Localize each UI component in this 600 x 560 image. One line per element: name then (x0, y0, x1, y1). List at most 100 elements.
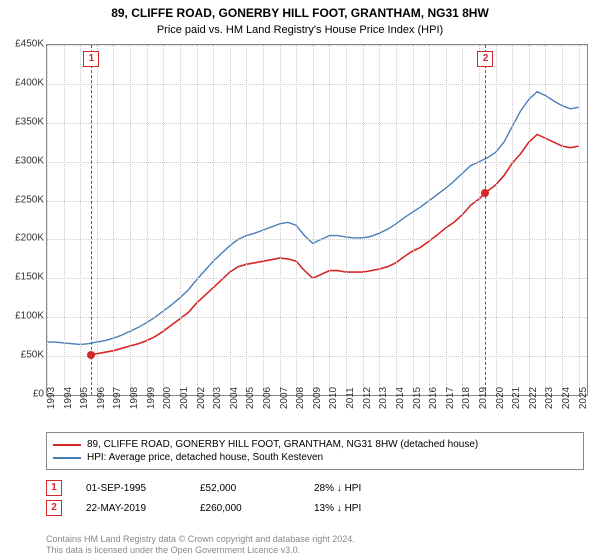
y-gridline (47, 317, 587, 318)
y-tick-label: £50K (21, 350, 44, 361)
x-gridline (97, 45, 98, 395)
x-gridline (479, 45, 480, 395)
legend-item-hpi: HPI: Average price, detached house, Sout… (53, 452, 577, 463)
x-tick-label: 2019 (478, 387, 489, 409)
legend-item-property: 89, CLIFFE ROAD, GONERBY HILL FOOT, GRAN… (53, 439, 577, 450)
x-gridline (80, 45, 81, 395)
x-tick-label: 2008 (295, 387, 306, 409)
data-delta-2: 13% ↓ HPI (314, 503, 404, 514)
x-gridline (180, 45, 181, 395)
x-gridline (329, 45, 330, 395)
x-gridline (462, 45, 463, 395)
marker-dot-1 (87, 351, 95, 359)
x-tick-label: 1994 (63, 387, 74, 409)
chart-title: 89, CLIFFE ROAD, GONERBY HILL FOOT, GRAN… (0, 0, 600, 22)
y-tick-label: £250K (15, 194, 44, 205)
marker-box-2: 2 (477, 51, 493, 67)
x-tick-label: 2006 (262, 387, 273, 409)
y-tick-label: £450K (15, 39, 44, 50)
x-gridline (230, 45, 231, 395)
x-tick-label: 2007 (279, 387, 290, 409)
y-tick-label: £100K (15, 311, 44, 322)
x-tick-label: 1997 (112, 387, 123, 409)
x-tick-label: 2022 (528, 387, 539, 409)
x-tick-label: 2004 (229, 387, 240, 409)
data-points-table: 1 01-SEP-1995 £52,000 28% ↓ HPI 2 22-MAY… (46, 476, 584, 520)
y-tick-label: £350K (15, 116, 44, 127)
data-marker-1: 1 (46, 480, 62, 496)
x-tick-label: 2002 (196, 387, 207, 409)
x-gridline (246, 45, 247, 395)
y-gridline (47, 239, 587, 240)
x-tick-label: 2017 (445, 387, 456, 409)
x-tick-label: 2009 (312, 387, 323, 409)
x-gridline (163, 45, 164, 395)
chart-subtitle: Price paid vs. HM Land Registry's House … (0, 22, 600, 40)
x-gridline (64, 45, 65, 395)
y-tick-label: £400K (15, 77, 44, 88)
x-gridline (296, 45, 297, 395)
data-price-2: £260,000 (200, 503, 290, 514)
data-row: 1 01-SEP-1995 £52,000 28% ↓ HPI (46, 480, 584, 496)
y-tick-label: £200K (15, 233, 44, 244)
footer-line-2: This data is licensed under the Open Gov… (46, 545, 355, 556)
plot-area: 12 (46, 44, 588, 396)
data-date-1: 01-SEP-1995 (86, 483, 176, 494)
x-gridline (429, 45, 430, 395)
x-gridline (413, 45, 414, 395)
x-gridline (379, 45, 380, 395)
x-tick-label: 2024 (561, 387, 572, 409)
x-gridline (263, 45, 264, 395)
x-gridline (363, 45, 364, 395)
x-tick-label: 2023 (544, 387, 555, 409)
x-gridline (280, 45, 281, 395)
x-gridline (47, 45, 48, 395)
x-tick-label: 2000 (162, 387, 173, 409)
y-tick-label: £0 (33, 389, 44, 400)
data-date-2: 22-MAY-2019 (86, 503, 176, 514)
x-gridline (545, 45, 546, 395)
x-tick-label: 1993 (46, 387, 57, 409)
x-gridline (529, 45, 530, 395)
footer-line-1: Contains HM Land Registry data © Crown c… (46, 534, 355, 545)
x-tick-label: 2014 (395, 387, 406, 409)
legend-swatch-property (53, 444, 81, 446)
data-delta-1: 28% ↓ HPI (314, 483, 404, 494)
x-tick-label: 2021 (511, 387, 522, 409)
y-gridline (47, 84, 587, 85)
x-tick-label: 2001 (179, 387, 190, 409)
legend-label-property: 89, CLIFFE ROAD, GONERBY HILL FOOT, GRAN… (87, 439, 478, 450)
x-gridline (346, 45, 347, 395)
y-gridline (47, 201, 587, 202)
x-tick-label: 2005 (245, 387, 256, 409)
x-gridline (496, 45, 497, 395)
x-gridline (446, 45, 447, 395)
x-tick-label: 2011 (345, 387, 356, 409)
y-gridline (47, 162, 587, 163)
legend: 89, CLIFFE ROAD, GONERBY HILL FOOT, GRAN… (46, 432, 584, 470)
x-gridline (113, 45, 114, 395)
chart-container: 89, CLIFFE ROAD, GONERBY HILL FOOT, GRAN… (0, 0, 600, 560)
marker-dot-2 (481, 189, 489, 197)
y-tick-label: £150K (15, 272, 44, 283)
y-gridline (47, 45, 587, 46)
y-gridline (47, 123, 587, 124)
marker-box-1: 1 (83, 51, 99, 67)
data-price-1: £52,000 (200, 483, 290, 494)
legend-swatch-hpi (53, 457, 81, 459)
x-gridline (147, 45, 148, 395)
x-tick-label: 2015 (412, 387, 423, 409)
x-gridline (512, 45, 513, 395)
x-gridline (313, 45, 314, 395)
attribution-footer: Contains HM Land Registry data © Crown c… (46, 534, 355, 556)
x-tick-label: 1999 (146, 387, 157, 409)
x-gridline (213, 45, 214, 395)
x-gridline (579, 45, 580, 395)
legend-label-hpi: HPI: Average price, detached house, Sout… (87, 452, 323, 463)
x-gridline (130, 45, 131, 395)
x-tick-label: 2018 (461, 387, 472, 409)
x-tick-label: 2020 (495, 387, 506, 409)
x-tick-label: 1995 (79, 387, 90, 409)
x-gridline (562, 45, 563, 395)
x-tick-label: 2012 (362, 387, 373, 409)
